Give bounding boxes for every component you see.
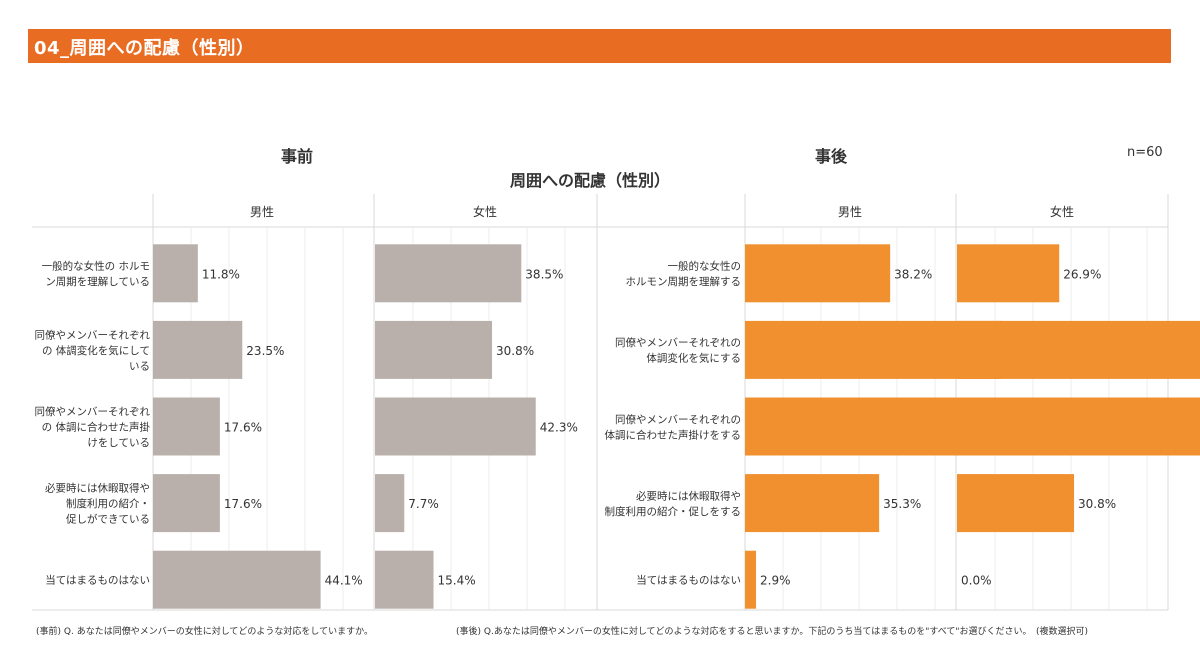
data-label: 0.0% [961, 574, 992, 588]
data-label: 11.8% [202, 267, 240, 281]
category-label: 促しができている [66, 513, 150, 526]
data-label: 26.9% [1063, 267, 1101, 281]
category-label: 必要時には休暇取得や [45, 482, 150, 495]
category-label: の 体調変化を気にして [42, 344, 150, 357]
bar-after-male [745, 397, 980, 456]
footnote-before: (事前) Q. あなたは同僚やメンバーの女性に対してどのような対応をしていますか… [36, 627, 373, 637]
category-label: 当てはまるものはない [636, 574, 741, 587]
bar-before-female [375, 244, 522, 303]
bar-before-female [375, 320, 493, 379]
bar-after-male [745, 244, 891, 303]
bar-before-male [153, 550, 321, 609]
bar-before-female [375, 474, 405, 533]
data-label: 30.8% [1078, 497, 1116, 511]
bar-before-female [375, 550, 434, 609]
header-bar: 04_周囲への配慮（性別） [28, 29, 1171, 63]
sample-size: n=60 [1127, 145, 1163, 160]
category-label: 体調に合わせた声掛けをする [605, 428, 742, 441]
category-label: 体調変化を気にする [646, 352, 741, 365]
bar-after-female [957, 474, 1075, 533]
data-label: 17.6% [224, 421, 262, 435]
category-label: 当てはまるものはない [45, 574, 150, 587]
data-label: 38.2% [894, 267, 932, 281]
data-label: 2.9% [760, 574, 791, 588]
category-label: 一般的な女性の ホルモ [42, 260, 150, 273]
col-header-before-male: 男性 [250, 205, 275, 219]
bar-before-male [153, 397, 220, 456]
bar-before-male [153, 244, 198, 303]
page-title: 04_周囲への配慮（性別） [34, 38, 255, 59]
bar-before-male [153, 474, 220, 533]
data-label: 44.1% [325, 574, 363, 588]
bar-before-female [375, 397, 536, 456]
category-label: 制度利用の紹介・促しをする [605, 505, 742, 518]
bar-after-male [745, 550, 757, 609]
bar-after-female [957, 244, 1060, 303]
data-label: 17.6% [224, 497, 262, 511]
data-label: 15.4% [438, 574, 476, 588]
category-label: 同僚やメンバーそれぞれ [35, 328, 151, 341]
category-label: の 体調に合わせた声掛 [42, 421, 151, 434]
bar-after-female [957, 397, 1200, 456]
data-label: 38.5% [525, 267, 563, 281]
data-label: 42.3% [540, 421, 578, 435]
section-title-before: 事前 [281, 147, 314, 166]
footnote-after: (事後) Q.あなたは同僚やメンバーの女性に対してどのような対応をすると思います… [456, 627, 1089, 637]
category-label: 同僚やメンバーそれぞれ [35, 405, 151, 418]
category-label: けをしている [87, 437, 150, 449]
col-header-before-female: 女性 [473, 205, 498, 219]
category-label: ン周期を理解している [45, 275, 150, 288]
data-label: 30.8% [496, 344, 534, 358]
category-label: ホルモン周期を理解する [626, 275, 742, 288]
category-label: 必要時には休暇取得や [636, 489, 741, 502]
data-label: 7.7% [408, 497, 439, 511]
section-title-after: 事後 [815, 147, 848, 166]
bar-after-female [957, 320, 1200, 379]
col-header-after-male: 男性 [838, 205, 863, 219]
category-label: いる [129, 360, 150, 372]
bar-before-male [153, 320, 243, 379]
col-header-after-female: 女性 [1050, 205, 1075, 219]
category-label: 同僚やメンバーそれぞれの [615, 336, 741, 349]
chart-title: 周囲への配慮（性別） [510, 171, 671, 190]
bar-after-male [745, 474, 880, 533]
data-label: 23.5% [246, 344, 284, 358]
data-label: 35.3% [883, 497, 921, 511]
category-label: 一般的な女性の [668, 260, 742, 273]
category-label: 制度利用の紹介・ [66, 497, 150, 510]
category-label: 同僚やメンバーそれぞれの [615, 413, 741, 426]
